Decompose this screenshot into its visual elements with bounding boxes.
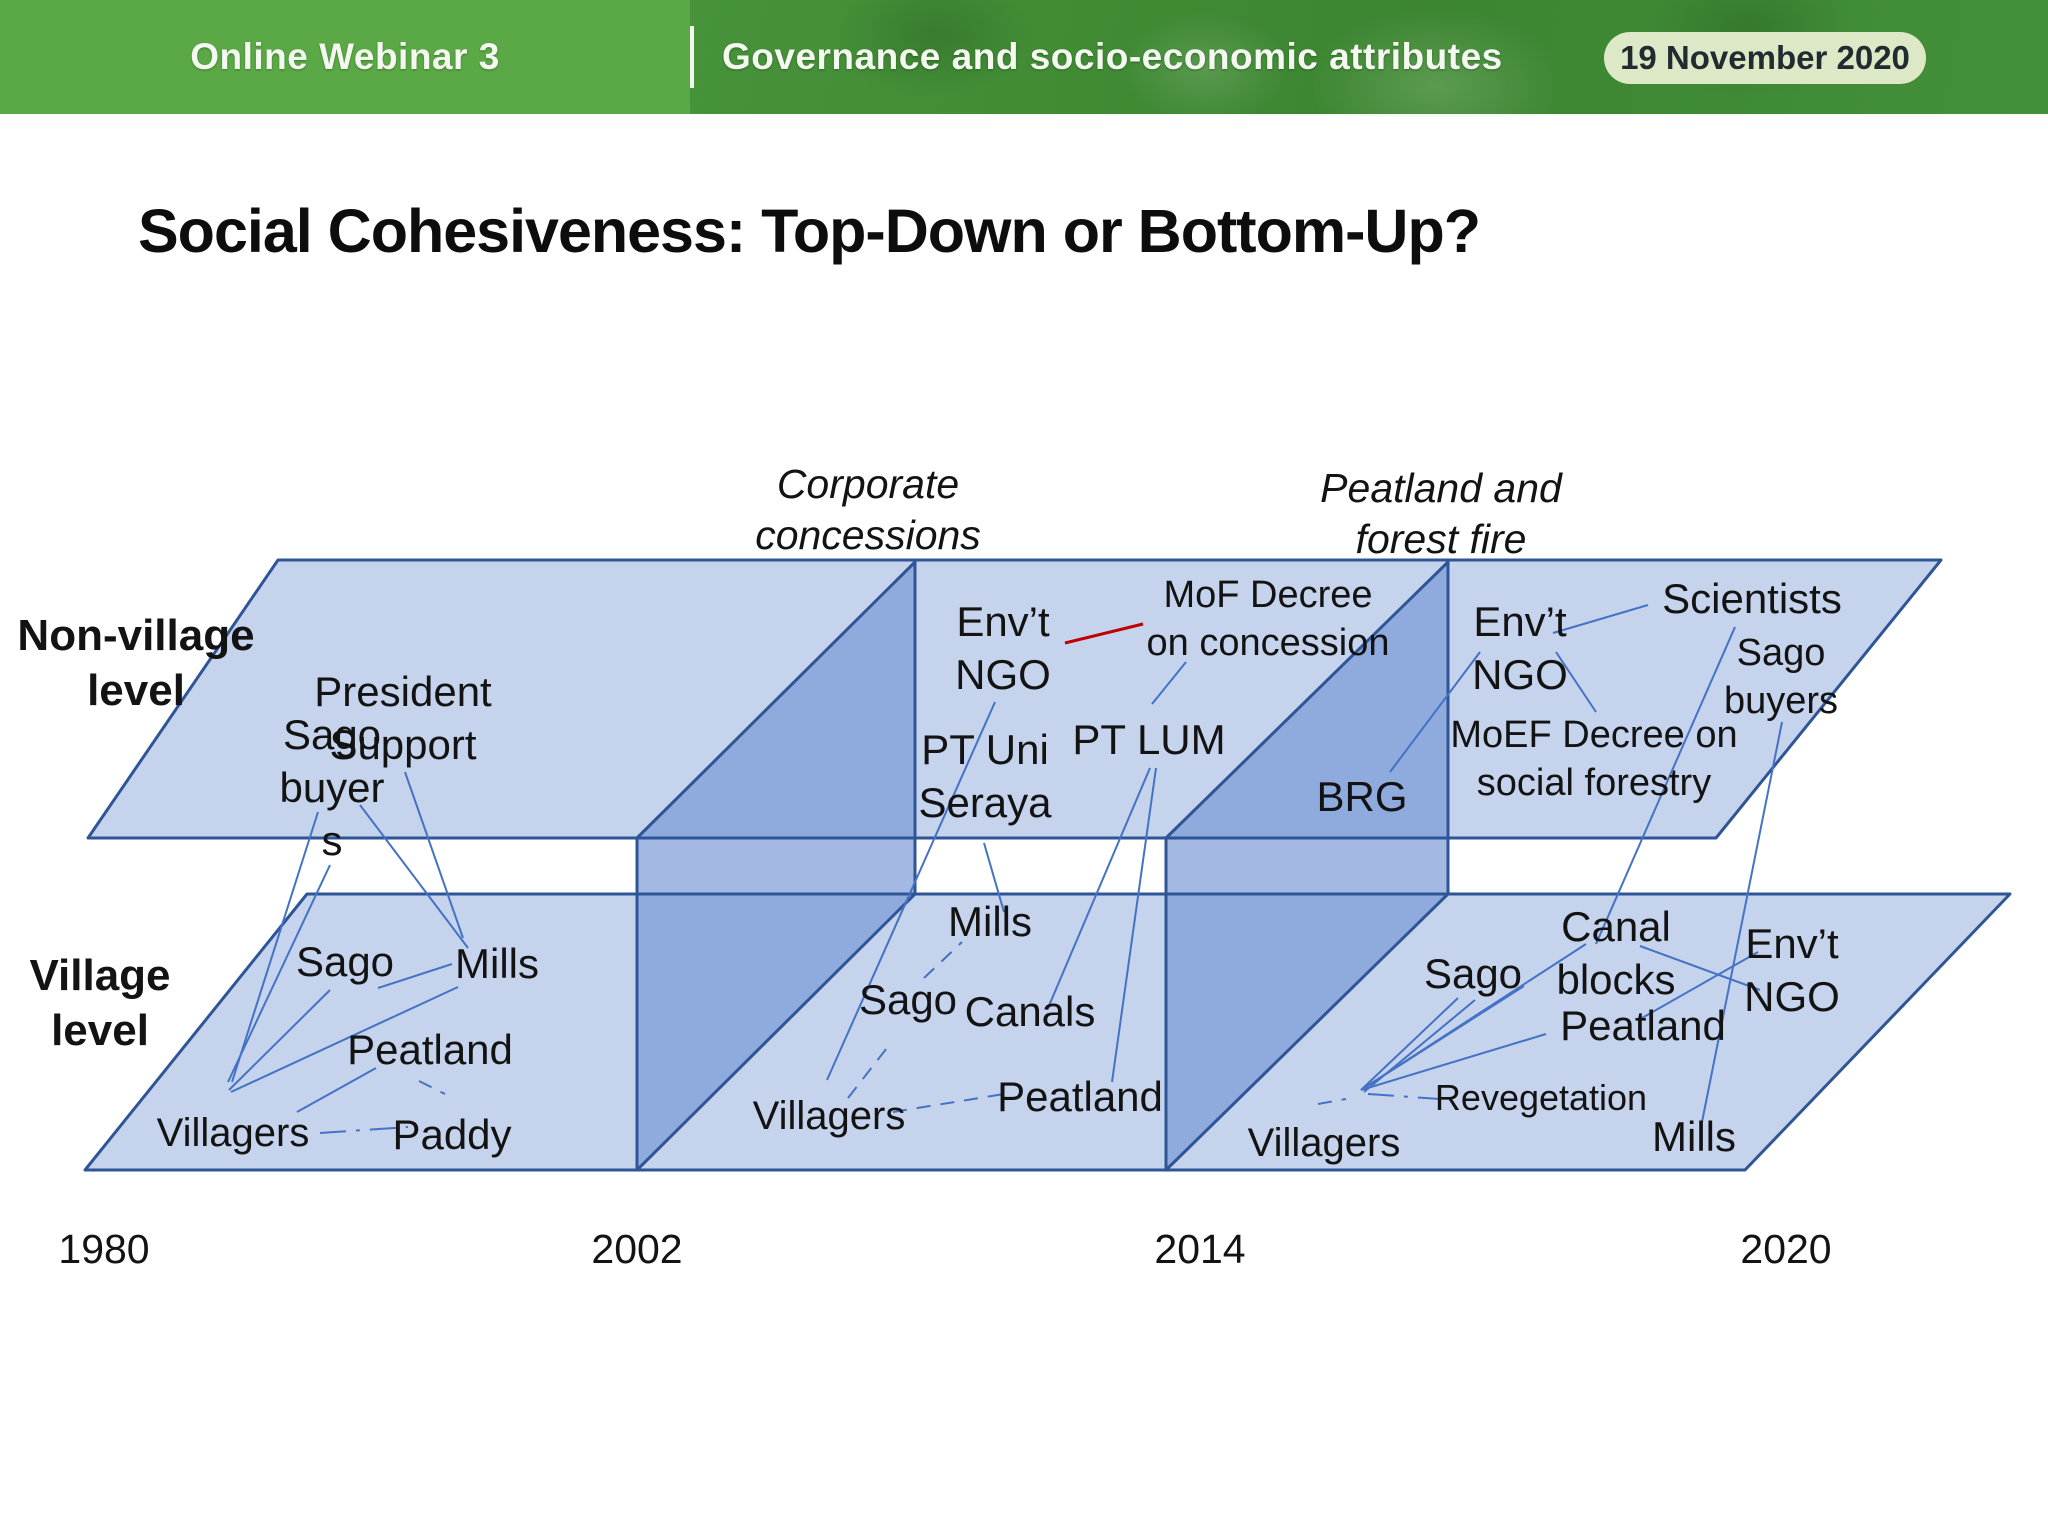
connector-solid-15 <box>1111 767 1157 1083</box>
row-label-village-level: Village level <box>29 951 170 1055</box>
timeline-year-2020: 2020 <box>1740 1226 1831 1272</box>
connector-dashed-17 <box>923 941 963 979</box>
connector-solid-1 <box>227 864 331 1083</box>
node-brg: BRG <box>1316 773 1407 820</box>
node-canal-blocks-v3: Canal blocks <box>1556 903 1675 1003</box>
connector-solid-30 <box>1639 945 1761 991</box>
connector-solid-4 <box>228 989 331 1091</box>
connector-solid-24 <box>1360 997 1459 1091</box>
node-mills-v1: Mills <box>455 940 539 987</box>
connector-solid-21 <box>1389 651 1481 773</box>
connector-dashed-16 <box>847 1043 891 1099</box>
connector-solid-23 <box>1701 721 1783 1123</box>
node-villagers-v2: Villagers <box>753 1094 906 1138</box>
node-mills-v2: Mills <box>948 898 1032 945</box>
node-peatland-v2: Peatland <box>997 1073 1163 1120</box>
connector-solid-19 <box>1552 604 1649 634</box>
node-mof-decree: MoF Decree on concession <box>1147 574 1390 664</box>
node-envt-ngo-2002: Env’t NGO <box>955 598 1051 698</box>
connector-solid-6 <box>296 1067 377 1113</box>
node-sago-v2: Sago <box>859 976 957 1023</box>
connector-solid-32 <box>1363 999 1476 1093</box>
node-paddy-v1: Paddy <box>392 1111 511 1158</box>
divider-2014-band <box>1164 836 1450 896</box>
header-separator <box>690 26 694 88</box>
webinar-label-box: Online Webinar 3 <box>0 0 690 114</box>
webinar-header-bar: Online Webinar 3 Governance and socio-ec… <box>0 0 2048 114</box>
webinar-label: Online Webinar 3 <box>190 36 500 77</box>
connector-dashed-29 <box>1317 1098 1347 1105</box>
node-peatland-v1: Peatland <box>347 1026 513 1073</box>
connector-solid-22 <box>1595 626 1736 945</box>
node-envt-ngo-2014: Env’t NGO <box>1472 598 1568 698</box>
session-title: Governance and socio-economic attributes <box>722 36 1503 77</box>
connector-dashdot-28 <box>1367 1093 1441 1100</box>
node-revegetation-v3: Revegetation <box>1435 1077 1647 1118</box>
event-label-corporate-concessions: Corporate concessions <box>755 461 981 558</box>
connector-solid-3 <box>404 771 464 939</box>
node-president-support: President Support <box>314 668 492 768</box>
connector-solid-31 <box>1641 951 1759 1019</box>
session-title-box: Governance and socio-economic attributes <box>722 0 1503 114</box>
event-label-peatland-forest-fire: Peatland and forest fire <box>1320 465 1563 562</box>
node-scientists: Scientists <box>1662 575 1842 622</box>
connector-solid-2 <box>359 804 469 949</box>
connector-solid-26 <box>1360 1033 1547 1091</box>
timeline-year-2014: 2014 <box>1154 1226 1245 1272</box>
connector-solid-0 <box>231 811 319 1083</box>
connector-solid-9 <box>377 963 453 989</box>
node-canals-v2: Canals <box>965 988 1096 1035</box>
node-moef-decree: MoEF Decree on social forestry <box>1450 714 1737 804</box>
connector-solid-11 <box>826 701 996 1081</box>
node-pt-lum: PT LUM <box>1072 716 1225 763</box>
date-badge: 19 November 2020 <box>1604 32 1926 84</box>
date-badge-text: 19 November 2020 <box>1620 39 1910 76</box>
connector-solid-12 <box>1151 661 1187 705</box>
connector-red-10 <box>1064 622 1144 645</box>
timeline-year-1980: 1980 <box>58 1226 149 1272</box>
connector-dashed-8 <box>418 1080 446 1095</box>
node-sago-v3: Sago <box>1424 950 1522 997</box>
slide-title: Social Cohesiveness: Top-Down or Bottom-… <box>138 197 1481 265</box>
node-peatland-v3: Peatland <box>1560 1002 1726 1049</box>
node-sago-buyers-1980: Sago buyer s <box>279 711 384 864</box>
node-envt-ngo-village: Env’t NGO <box>1744 920 1840 1020</box>
connector-dashdot-7 <box>319 1126 409 1134</box>
connector-solid-20 <box>1555 651 1597 713</box>
connector-dashed-18 <box>892 1093 1005 1113</box>
node-villagers-v3: Villagers <box>1248 1121 1401 1165</box>
divider-2002-bottom <box>635 892 917 1172</box>
divider-2014-bottom <box>1164 892 1450 1172</box>
timeline-year-2002: 2002 <box>591 1226 682 1272</box>
connector-solid-5 <box>230 986 459 1093</box>
node-sago-buyers-2014: Sago buyers <box>1724 632 1838 722</box>
node-villagers-v1: Villagers <box>157 1111 310 1155</box>
plane-non-village <box>86 558 1943 840</box>
connector-solid-14 <box>1047 767 1151 1009</box>
node-pt-uni-seraya: PT Uni Seraya <box>918 726 1052 826</box>
connector-solid-13 <box>983 842 1005 913</box>
row-label-non-village-level: Non-village level <box>17 611 254 715</box>
node-sago-v1: Sago <box>296 938 394 985</box>
divider-2002-band <box>635 836 917 896</box>
node-mills-v3: Mills <box>1652 1113 1736 1160</box>
